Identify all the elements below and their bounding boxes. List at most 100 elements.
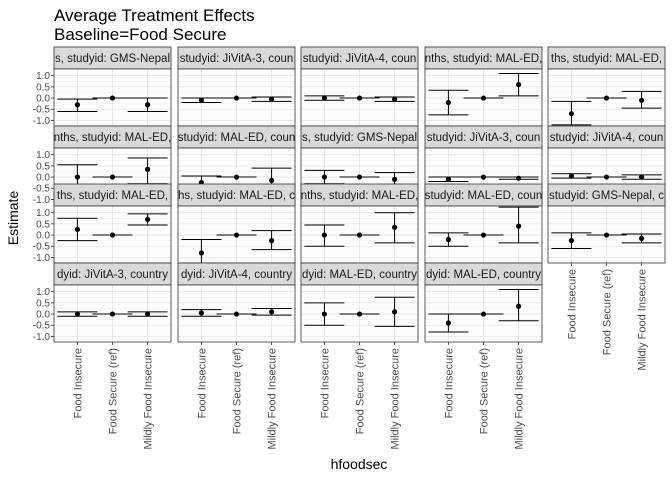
- facet-panel: ths, studyid: MAL-ED,: [547, 46, 666, 127]
- facet-panel: studyid: JiVitA-4, coun: [300, 46, 419, 127]
- facet-strip-label: studyid: JiVitA-3, coun: [427, 132, 541, 144]
- x-tick-label: Mildly Food Insecure: [637, 269, 649, 371]
- estimate-point: [603, 95, 610, 101]
- estimate-point: [269, 96, 275, 102]
- estimate-point: [392, 224, 398, 230]
- estimate-point: [392, 176, 398, 182]
- estimate-point: [109, 95, 116, 101]
- x-tick-label: Mildly Food Insecure: [514, 348, 526, 450]
- estimate-point: [356, 174, 363, 180]
- estimate-point: [639, 174, 645, 180]
- facet-strip-label: ths, studyid: MAL-ED,: [57, 190, 168, 202]
- x-tick-label: Mildly Food Insecure: [267, 348, 279, 450]
- y-tick-label: 0.5: [36, 82, 50, 93]
- estimate-point: [356, 311, 363, 317]
- facet-panel: studyid: JiVitA-3, coun: [177, 46, 296, 127]
- x-tick-label: Food Secure (ref): [602, 269, 614, 355]
- facet-panel: nths, studyid: MAL-ED,: [300, 183, 419, 264]
- facet-strip-label: studyid: JiVitA-4, coun: [550, 132, 664, 144]
- estimate-point: [145, 216, 151, 223]
- x-tick-label: Food Secure (ref): [232, 348, 244, 434]
- estimate-point: [392, 96, 398, 102]
- estimate-point: [356, 95, 363, 101]
- estimate-point: [568, 173, 575, 179]
- estimate-point: [109, 311, 116, 317]
- facet-strip-label: nths, studyid: MAL-ED,: [301, 190, 419, 202]
- panel-grid: s, studyid: GMS-Nepal1.00.50.0-0.5-1.0st…: [33, 46, 666, 343]
- x-tick-label: Food Secure (ref): [108, 348, 120, 434]
- estimate-point: [516, 82, 522, 88]
- facet-strip-label: s, studyid: GMS-Nepal: [302, 132, 417, 144]
- estimate-point: [198, 250, 204, 256]
- estimate-point: [233, 232, 240, 238]
- facet-strip-label: studyid: GMS-Nepal, c: [549, 190, 664, 202]
- estimate-point: [145, 166, 151, 172]
- facet-panel: studyid: MAL-ED, coun: [424, 183, 543, 264]
- y-tick-label: -0.5: [33, 321, 51, 332]
- estimate-point: [480, 95, 487, 101]
- y-tick-label: 0.0: [36, 231, 50, 242]
- estimate-point: [321, 174, 327, 180]
- estimate-point: [480, 232, 487, 238]
- x-tick-label: Food Secure (ref): [355, 348, 367, 434]
- y-tick-label: -1.0: [33, 332, 51, 343]
- estimate-point: [516, 175, 522, 181]
- estimate-point: [516, 223, 522, 229]
- facet-strip-label: studyid: JiVitA-4, coun: [303, 53, 417, 65]
- x-tick-label: Food Insecure: [566, 269, 578, 339]
- estimate-point: [109, 232, 116, 238]
- x-tick-label: Food Insecure: [319, 348, 331, 418]
- y-tick-label: 1.0: [36, 287, 50, 298]
- estimate-point: [74, 311, 80, 317]
- estimate-point: [356, 232, 363, 238]
- estimate-point: [445, 176, 451, 182]
- y-tick-label: -0.5: [33, 242, 51, 253]
- estimate-point: [269, 238, 275, 244]
- estimate-point: [321, 232, 327, 238]
- facet-strip-label: studyid: JiVitA-3, coun: [180, 53, 294, 65]
- estimate-point: [480, 311, 487, 317]
- facet-panel: hs, studyid: MAL-ED, c: [177, 183, 296, 264]
- chart-title: Average Treatment Effects: [54, 6, 255, 25]
- x-tick-label: Food Insecure: [72, 348, 84, 418]
- y-tick-label: -1.0: [33, 116, 51, 127]
- estimate-point: [109, 174, 116, 180]
- estimate-point: [233, 174, 240, 180]
- facet-strip-label: hs, studyid: MAL-ED, c: [178, 190, 295, 202]
- estimate-point: [568, 238, 575, 244]
- y-tick-label: 0.0: [36, 310, 50, 321]
- y-tick-label: 0.5: [36, 219, 50, 230]
- estimate-point: [145, 102, 151, 108]
- facet-strip-label: nths, studyid: MAL-ED,: [425, 53, 543, 65]
- facet-panel: s, studyid: GMS-Nepal 1.00.50.0-0.5-1.0: [33, 46, 172, 127]
- facet-strip-label: dyid: MAL-ED, country: [426, 269, 541, 281]
- facet-strip-label: dyid: JiVitA-4, country: [181, 269, 292, 281]
- estimate-point: [639, 235, 645, 242]
- facet-strip-label: dyid: MAL-ED, country: [302, 269, 417, 281]
- facet-panel: dyid: MAL-ED, country: [300, 262, 419, 343]
- y-tick-label: 0.5: [36, 161, 50, 172]
- estimate-point: [198, 97, 204, 103]
- estimate-point: [445, 320, 451, 326]
- facet-strip-label: s, studyid: GMS-Nepal: [55, 53, 170, 65]
- facet-panel: studyid: GMS-Nepal, c: [547, 183, 666, 264]
- y-tick-label: 0.0: [36, 94, 50, 105]
- estimate-point: [603, 174, 610, 180]
- x-tick-label: Food Insecure: [196, 348, 208, 418]
- estimate-point: [321, 311, 327, 317]
- x-axis-title: hfoodsec: [331, 456, 388, 472]
- estimate-point: [269, 177, 275, 184]
- estimate-point: [445, 236, 451, 243]
- estimate-point: [198, 310, 204, 316]
- estimate-point: [603, 232, 610, 238]
- facet-strip-label: studyid: MAL-ED, coun: [425, 190, 543, 202]
- estimate-point: [516, 303, 522, 309]
- y-tick-label: -0.5: [33, 105, 51, 116]
- x-tick-label: Food Insecure: [443, 348, 455, 418]
- y-axis-title: Estimate: [5, 191, 21, 246]
- estimate-point: [480, 174, 487, 180]
- chart-subtitle: Baseline=Food Secure: [54, 25, 226, 44]
- facet-strip-label: nths, studyid: MAL-ED,: [54, 132, 172, 144]
- estimate-point: [74, 226, 80, 233]
